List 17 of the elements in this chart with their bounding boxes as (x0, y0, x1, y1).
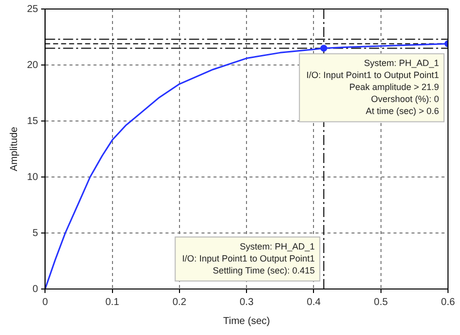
annotation: System: PH_AD_1 I/O: Input Point1 to Output Point1 Settling Time (sec): 0.415 (182, 241, 315, 276)
x-tick-label: 0.5 (374, 296, 388, 308)
y-tick-label: 15 (27, 116, 39, 127)
x-tick-label: 0 (42, 296, 48, 308)
x-tick-label: 0.4 (306, 296, 322, 308)
annotation: System: PH_AD_1 I/O: Input Point1 to Output Point1 Peak amplitude > 21.9 Overshoot (%): 0 At time (sec) > 0.6 (306, 58, 439, 116)
y-tick-label: 0 (32, 284, 39, 295)
y-axis-title: Amplitude (8, 126, 20, 172)
x-tick-label: 0.3 (240, 296, 254, 308)
y-tick-label: 5 (32, 228, 39, 239)
x-tick-label: 0.6 (441, 296, 456, 308)
x-tick-label: 0.2 (172, 296, 187, 308)
y-tick-label: 25 (27, 4, 39, 15)
x-tick-label: 0.1 (105, 296, 120, 308)
y-tick-label: 20 (27, 60, 39, 71)
y-tick-label: 10 (27, 172, 39, 183)
x-axis-title: Time (sec) (223, 316, 270, 327)
